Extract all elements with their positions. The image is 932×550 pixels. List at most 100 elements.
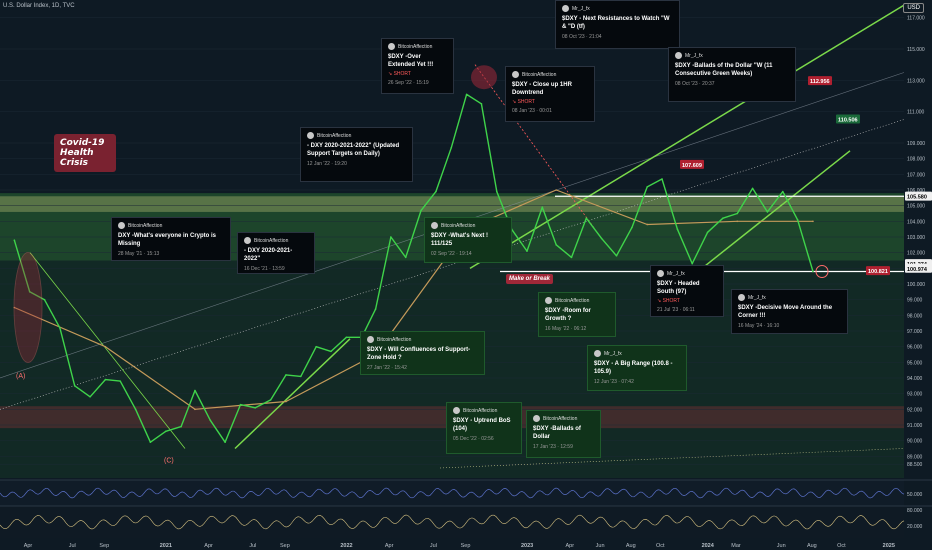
x-tick-label: Sep	[99, 543, 109, 549]
author-avatar	[244, 237, 251, 244]
author-avatar	[118, 222, 125, 229]
dxy-price-line-point	[330, 350, 332, 353]
dxy-price-line-point	[495, 190, 498, 193]
idea-note-card[interactable]: Mr_J_fx $DXY -Ballads of the Dollar "W (1…	[668, 47, 796, 102]
x-tick-label: 2023	[521, 543, 533, 549]
note-date: 27 Jan '22 · 15:42	[367, 365, 407, 371]
dxy-price-line-point	[541, 206, 544, 209]
dxy-price-line-point	[480, 103, 483, 105]
note-date: 08 Jan '23 · 00:01	[512, 108, 552, 114]
idea-note-card[interactable]: Mr_J_fx $DXY - Headed South (97) ↘ SHORT 21…	[650, 265, 724, 317]
idea-note-card[interactable]: Mr_J_fx $DXY - Next Resistances to Watch …	[555, 0, 680, 49]
ma-200-line-point	[646, 223, 648, 226]
level-box-label: 107.609	[682, 163, 702, 169]
dxy-price-line-point	[526, 250, 528, 252]
dxy-price-line-point	[751, 187, 754, 190]
note-author: BitcoinAffection	[543, 415, 578, 422]
dxy-price-line	[13, 93, 814, 443]
idea-note-card[interactable]: BitcoinAffection $DXY -Over Extended Yet …	[381, 38, 454, 94]
right-axis-panel	[904, 0, 932, 550]
note-date: 21 Jul '23 · 06:11	[657, 307, 695, 313]
current-highlight	[815, 264, 829, 278]
x-tick-label: 2025	[883, 543, 895, 549]
idea-note-card[interactable]: BitcoinAffection - DXY 2020-2021-2022" 16 …	[237, 232, 315, 274]
dxy-price-line-point	[691, 262, 694, 265]
note-author: BitcoinAffection	[398, 43, 433, 50]
dxy-price-line-point	[722, 217, 724, 219]
note-date: 12 Jan '22 · 19:20	[307, 161, 347, 167]
x-tick-label: Jul	[249, 543, 256, 549]
oscillator-line-1	[0, 487, 905, 499]
author-avatar	[533, 415, 540, 422]
wave-c-label: (C)	[164, 458, 174, 465]
x-tick-label: Aug	[626, 543, 636, 549]
note-short-tag: ↘ SHORT	[388, 71, 411, 77]
note-title: $DXY - Will Confluences of Support-Zone …	[367, 347, 471, 361]
dxy-price-line-point	[13, 239, 16, 241]
dxy-price-line-point	[631, 226, 633, 229]
idea-note-card[interactable]: BitcoinAffection $DXY - Uptrend BoS (104)…	[446, 402, 522, 454]
dxy-price-line-point	[194, 389, 196, 392]
note-author: Mr_J_fx	[667, 270, 685, 277]
idea-note-card[interactable]: BitcoinAffection $DXY - Will Confluences …	[360, 331, 485, 375]
currency-selector[interactable]: USD	[903, 3, 924, 13]
note-title: $DXY -Over Extended Yet !!!	[388, 54, 434, 68]
trendline-2021	[234, 338, 351, 450]
x-tick-label: Aug	[807, 543, 817, 549]
dxy-price-line-point	[149, 441, 152, 444]
note-title: $DXY - Close up 1HR Downtrend	[512, 82, 572, 96]
author-avatar	[431, 222, 438, 229]
dxy-price-line-point	[585, 217, 588, 219]
dxy-price-line-point	[374, 308, 377, 310]
note-title: $DXY - Next Resistances to Watch "W & "D…	[562, 16, 670, 30]
level-box-label: 112.956	[810, 79, 830, 85]
oscillator-line-2	[0, 514, 905, 530]
idea-note-card[interactable]: BitcoinAffection $DXY - Close up 1HR Down…	[505, 66, 595, 122]
note-author-row: Mr_J_fx	[594, 350, 680, 357]
author-avatar	[307, 132, 314, 139]
y-tick-label: 94.000	[907, 376, 923, 382]
idea-note-card[interactable]: BitcoinAffection $DXY -Room for Growth ? 1…	[538, 292, 616, 337]
top-highlight	[471, 65, 497, 90]
note-author-row: BitcoinAffection	[118, 222, 224, 229]
dxy-price-line-point	[269, 399, 272, 401]
note-author: BitcoinAffection	[377, 336, 412, 343]
note-date: 05 Dec '22 · 02:56	[453, 436, 494, 442]
dxy-price-line-point	[812, 270, 814, 273]
trendline-main	[469, 4, 905, 269]
note-title: $DXY -Room for Growth ?	[545, 308, 591, 322]
y-tick-label: 90.000	[907, 439, 923, 445]
y-tick-label: 115.000	[907, 47, 925, 53]
note-author-row: BitcoinAffection	[545, 297, 609, 304]
x-tick-label: 2021	[160, 543, 172, 549]
note-date: 12 Jun '23 · 07:42	[594, 379, 634, 385]
note-date: 28 May '21 · 15:13	[118, 251, 160, 257]
note-short-tag: ↘ SHORT	[657, 298, 680, 304]
idea-note-card[interactable]: BitcoinAffection - DXY 2020-2021-2022" (U…	[300, 127, 413, 182]
x-tick-label: Oct	[656, 543, 665, 549]
author-avatar	[453, 407, 460, 414]
ma-200-line-point	[104, 345, 107, 348]
idea-note-card[interactable]: Mr_J_fx $DXY - A Big Range (100.8 - 105.9…	[587, 345, 687, 391]
x-tick-label: Jun	[596, 543, 605, 549]
idea-note-card[interactable]: BitcoinAffection $DXY -What's Next ! 111/…	[424, 217, 512, 263]
x-tick-label: Oct	[837, 543, 846, 549]
dxy-price-line-point	[390, 236, 392, 238]
x-tick-label: Jul	[69, 543, 76, 549]
y-tick-label: 95.000	[907, 360, 923, 366]
resistance-zone	[0, 196, 904, 212]
note-author-row: BitcoinAffection	[533, 415, 594, 422]
idea-note-card[interactable]: Mr_J_fx $DXY -Decisive Move Around the Co…	[731, 289, 848, 334]
idea-note-card[interactable]: BitcoinAffection $DXY -Ballads of Dollar 1…	[526, 410, 601, 458]
y-tick-label: 117.000	[907, 16, 925, 22]
dxy-price-line-point	[164, 430, 167, 433]
note-author: BitcoinAffection	[317, 132, 352, 139]
x-tick-label: Apr	[24, 543, 33, 549]
note-date: 16 May '24 · 16:10	[738, 323, 780, 329]
note-title: $DXY -Ballads of Dollar	[533, 426, 581, 440]
idea-note-card[interactable]: BitcoinAffection DXY -What's everyone in …	[111, 217, 231, 261]
note-author-row: BitcoinAffection	[244, 237, 308, 244]
note-author-row: BitcoinAffection	[388, 43, 447, 50]
downtrend-2022	[474, 64, 596, 230]
y-tick-label: 109.000	[907, 141, 925, 147]
